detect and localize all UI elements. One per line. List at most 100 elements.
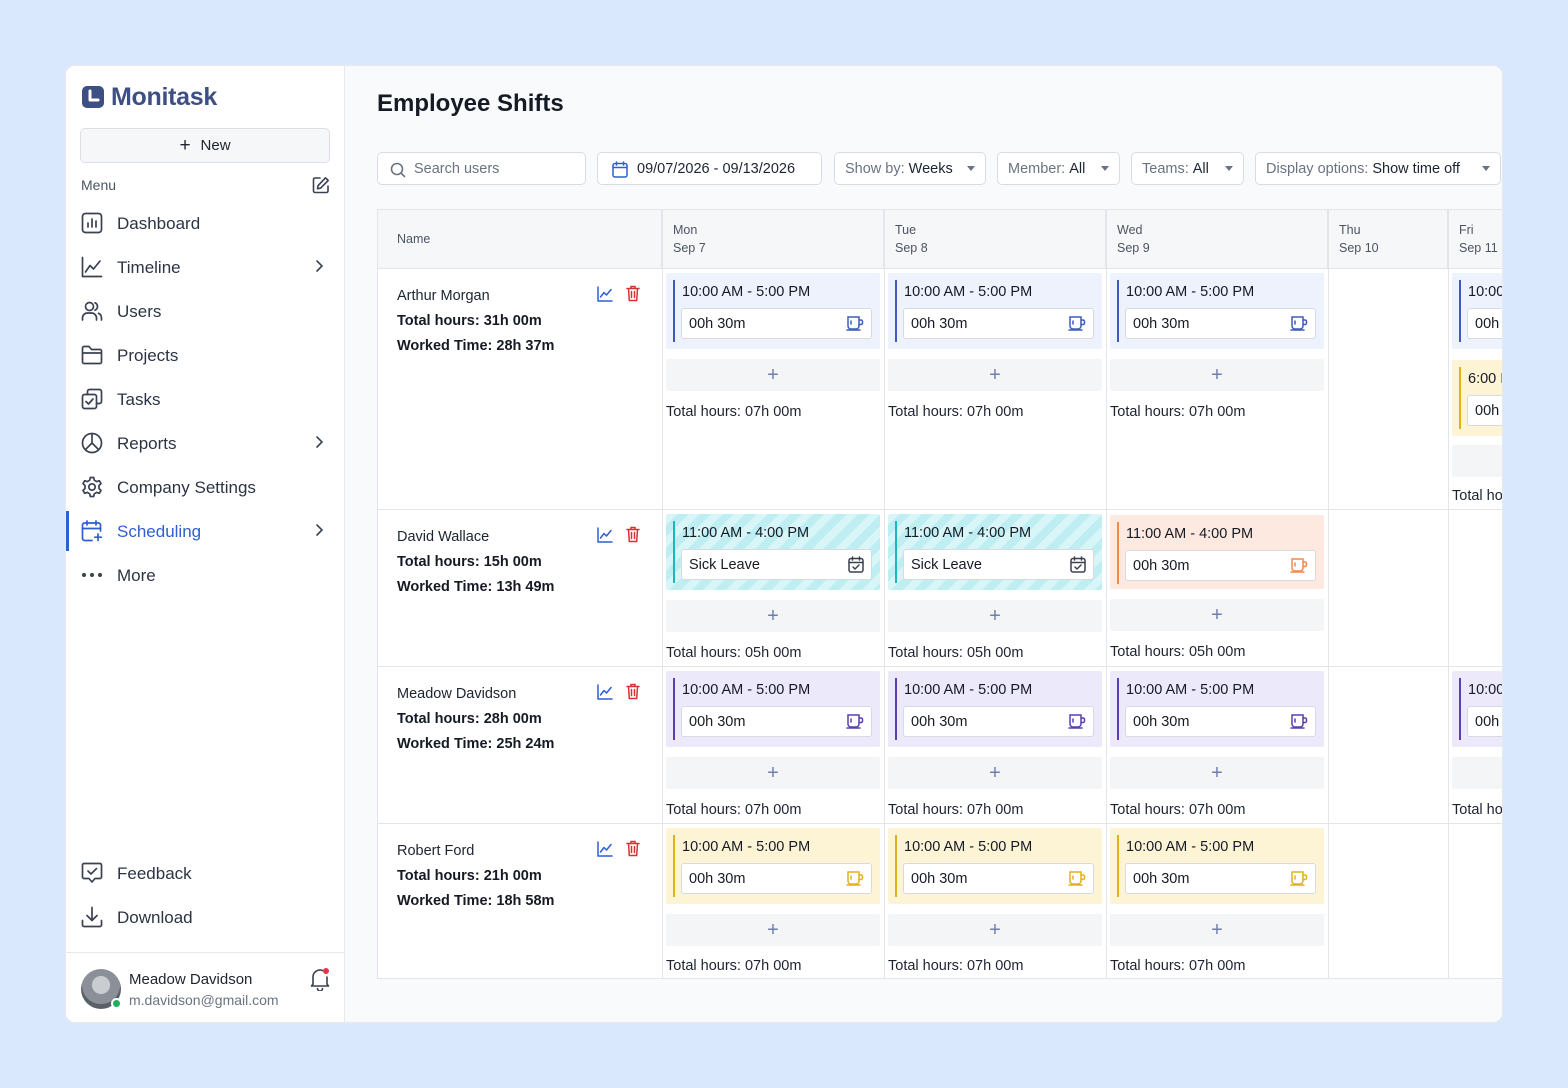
- shift-time: 6:00 I: [1468, 371, 1503, 387]
- sidebar-item-scheduling[interactable]: Scheduling: [66, 511, 345, 551]
- day-date: Sep 11: [1459, 241, 1498, 255]
- shift-break[interactable]: 00h 30m: [903, 863, 1094, 894]
- bell-icon[interactable]: [309, 967, 331, 991]
- shift-card[interactable]: 10:00 AM - 5:00 PM 00h 30m: [666, 828, 880, 904]
- shift-card[interactable]: 10:00 AM - 5:00 PM 00h 30m: [888, 273, 1102, 349]
- add-shift-button[interactable]: +: [1452, 757, 1502, 789]
- shift-time: 11:00 AM - 4:00 PM: [682, 525, 810, 541]
- search-icon: [390, 162, 406, 178]
- chart-line-icon[interactable]: [597, 286, 613, 302]
- day-header-thu: Thu Sep 10: [1328, 210, 1448, 269]
- shift-break[interactable]: 00h 30m: [681, 308, 872, 339]
- time-off-card[interactable]: 11:00 AM - 4:00 PM Sick Leave: [888, 514, 1102, 590]
- sidebar-item-timeline[interactable]: Timeline: [66, 247, 345, 287]
- add-shift-button[interactable]: +: [1110, 359, 1324, 391]
- add-shift-button[interactable]: +: [666, 914, 880, 946]
- calendar-icon: [612, 161, 628, 178]
- shift-card[interactable]: 10:00 AM - 5:00 PM 00h 30m: [666, 273, 880, 349]
- add-shift-button[interactable]: +: [1110, 757, 1324, 789]
- search-input[interactable]: Search users: [377, 152, 586, 185]
- shift-card[interactable]: 10:00 00h 3: [1452, 273, 1502, 349]
- trash-icon[interactable]: [626, 526, 640, 543]
- coffee-cup-icon: [1068, 316, 1086, 331]
- trash-icon[interactable]: [626, 840, 640, 857]
- time-off-card[interactable]: 11:00 AM - 4:00 PM Sick Leave: [666, 514, 880, 590]
- display-options-dropdown[interactable]: Display options: Show time off: [1255, 152, 1501, 185]
- logo[interactable]: Monitask: [81, 83, 217, 111]
- shift-card[interactable]: 6:00 I 00h: [1452, 360, 1503, 436]
- date-range-picker[interactable]: 09/07/2026 - 09/13/2026: [597, 152, 822, 185]
- add-shift-button[interactable]: +: [666, 757, 880, 789]
- day-total-hours: Total hours: 07h 00m: [888, 802, 1024, 818]
- sidebar-item-projects[interactable]: Projects: [66, 335, 345, 375]
- shift-card[interactable]: 10:00 AM - 5:00 PM 00h 30m: [1110, 671, 1324, 747]
- plus-icon: +: [989, 761, 1001, 784]
- shift-card[interactable]: 10:00 AM - 5:00 PM 00h 30m: [1110, 828, 1324, 904]
- time-off-type[interactable]: Sick Leave: [903, 549, 1094, 580]
- time-off-type[interactable]: Sick Leave: [681, 549, 872, 580]
- shift-break-duration: 00h 30m: [689, 316, 746, 332]
- chart-line-icon[interactable]: [597, 527, 613, 543]
- sidebar-item-more[interactable]: More: [66, 555, 345, 595]
- trash-icon[interactable]: [626, 683, 640, 700]
- shift-break[interactable]: 00h 30m: [1125, 550, 1316, 581]
- coffee-cup-icon: [846, 871, 864, 886]
- sidebar-item-dashboard[interactable]: Dashboard: [66, 203, 345, 243]
- avatar[interactable]: [81, 969, 122, 1009]
- day-total-hours: Total hours: 07h 00m: [1110, 802, 1246, 818]
- employee-name: Arthur Morgan: [397, 288, 490, 304]
- add-shift-button[interactable]: +: [1452, 445, 1502, 477]
- shift-color-bar: [1459, 678, 1461, 740]
- shift-break[interactable]: 00h 30m: [903, 308, 1094, 339]
- employee-name: Meadow Davidson: [397, 686, 517, 702]
- shift-color-bar: [1117, 280, 1119, 342]
- teams-dropdown[interactable]: Teams: All: [1131, 152, 1244, 185]
- shift-break[interactable]: 00h 30m: [681, 706, 872, 737]
- employee-name: David Wallace: [397, 529, 490, 545]
- chart-line-icon[interactable]: [597, 684, 613, 700]
- show-by-dropdown[interactable]: Show by: Weeks: [834, 152, 986, 185]
- shift-color-bar: [895, 835, 897, 897]
- shift-time: 10:00 AM - 5:00 PM: [1126, 839, 1255, 855]
- sidebar-item-download[interactable]: Download: [66, 897, 345, 937]
- add-shift-button[interactable]: +: [1110, 914, 1324, 946]
- chart-line-icon[interactable]: [597, 841, 613, 857]
- shift-break[interactable]: 00h 30m: [1125, 863, 1316, 894]
- add-shift-button[interactable]: +: [888, 757, 1102, 789]
- shift-card[interactable]: 10:00 AM - 5:00 PM 00h 30m: [666, 671, 880, 747]
- add-shift-button[interactable]: +: [888, 600, 1102, 632]
- shift-card[interactable]: 10:00 AM - 5:00 PM 00h 30m: [1110, 273, 1324, 349]
- shift-card[interactable]: 10:00 AM - 5:00 PM 00h 30m: [888, 671, 1102, 747]
- sidebar-item-reports[interactable]: Reports: [66, 423, 345, 463]
- shift-break[interactable]: 00h 30m: [1125, 706, 1316, 737]
- add-shift-button[interactable]: +: [666, 600, 880, 632]
- shift-card[interactable]: 10:00 00h: [1452, 671, 1503, 747]
- shift-card[interactable]: 11:00 AM - 4:00 PM 00h 30m: [1110, 515, 1324, 589]
- shift-break[interactable]: 00h 30m: [681, 863, 872, 894]
- day-total-hours: Total hours: 07h 00m: [1110, 958, 1246, 974]
- add-shift-button[interactable]: +: [888, 914, 1102, 946]
- shift-color-bar: [673, 678, 675, 740]
- more-dots-icon: [82, 573, 102, 577]
- sidebar-item-tasks[interactable]: Tasks: [66, 379, 345, 419]
- edit-menu-icon[interactable]: [312, 176, 330, 194]
- day-date: Sep 8: [895, 241, 928, 255]
- shift-break[interactable]: 00h 30m: [1125, 308, 1316, 339]
- shift-time: 10:00: [1468, 682, 1503, 698]
- sidebar-item-users[interactable]: Users: [66, 291, 345, 331]
- shift-break[interactable]: 00h 3: [1467, 308, 1502, 339]
- sidebar-item-company-settings[interactable]: Company Settings: [66, 467, 345, 507]
- add-shift-button[interactable]: +: [888, 359, 1102, 391]
- trash-icon[interactable]: [626, 285, 640, 302]
- new-button[interactable]: + New: [80, 128, 330, 163]
- add-shift-button[interactable]: +: [666, 359, 880, 391]
- add-shift-button[interactable]: +: [1110, 599, 1324, 631]
- shift-break[interactable]: 00h: [1467, 395, 1502, 426]
- member-dropdown[interactable]: Member: All: [997, 152, 1120, 185]
- user-profile[interactable]: Meadow Davidson m.davidson@gmail.com: [66, 952, 345, 1022]
- sidebar-item-feedback[interactable]: Feedback: [66, 853, 345, 893]
- shift-card[interactable]: 10:00 AM - 5:00 PM 00h 30m: [888, 828, 1102, 904]
- shift-break[interactable]: 00h: [1467, 706, 1502, 737]
- name-column-header[interactable]: Name: [378, 210, 662, 269]
- shift-break[interactable]: 00h 30m: [903, 706, 1094, 737]
